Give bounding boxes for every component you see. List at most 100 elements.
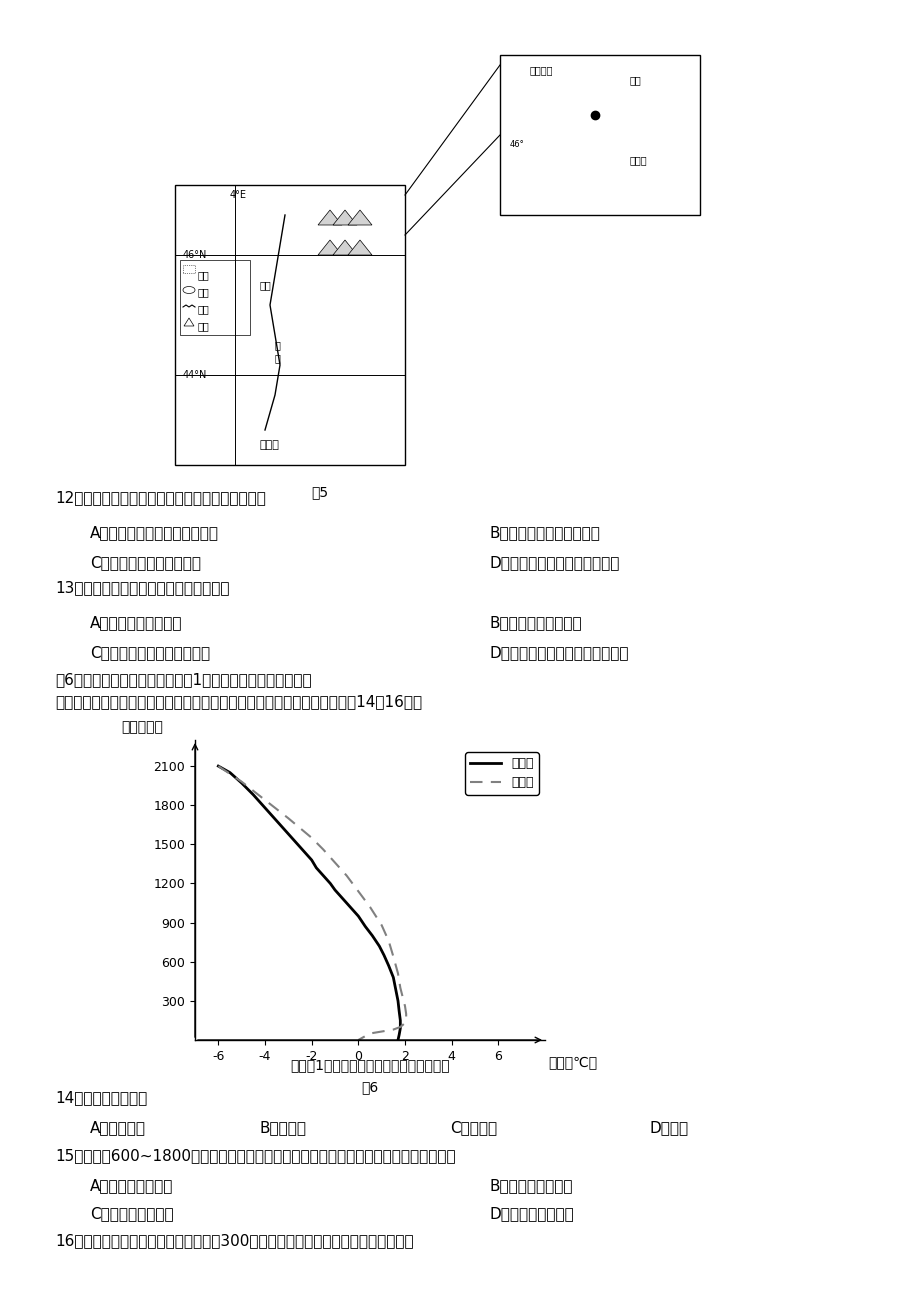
Text: 某山脉1月平均最低气温随高度变化示意图: 某山脉1月平均最低气温随高度变化示意图 — [289, 1059, 449, 1072]
Text: D．西北坡　落叶林: D．西北坡 落叶林 — [490, 1206, 574, 1221]
Text: 河流: 河流 — [198, 303, 210, 314]
Text: 罗: 罗 — [275, 340, 280, 350]
Polygon shape — [184, 318, 194, 326]
Text: A．水力资源更为丰富: A．水力资源更为丰富 — [90, 615, 182, 630]
西北坡 — [306, 829, 317, 845]
Text: B．东南坡　落叶林: B．东南坡 落叶林 — [490, 1178, 573, 1193]
西北坡 — [212, 758, 223, 773]
西北坡 — [399, 1016, 410, 1031]
Polygon shape — [333, 240, 357, 255]
东南坡 — [306, 853, 317, 868]
东南坡 — [317, 868, 328, 884]
Text: 意大利: 意大利 — [630, 155, 647, 165]
Text: C．冬季中、下游径流量增加: C．冬季中、下游径流量增加 — [90, 644, 210, 660]
西北坡 — [400, 1006, 411, 1022]
Y-axis label: 海拔（米）: 海拔（米） — [121, 720, 164, 734]
Text: 13．瑞士建造多座高海拔水库，使罗讷河: 13．瑞士建造多座高海拔水库，使罗讷河 — [55, 579, 229, 595]
Text: 讷: 讷 — [275, 353, 280, 363]
西北坡 — [394, 1019, 405, 1035]
东南坡 — [392, 993, 403, 1009]
东南坡 — [324, 876, 335, 892]
Text: C．西北坡　常绿林: C．西北坡 常绿林 — [90, 1206, 174, 1221]
Line: 西北坡: 西北坡 — [218, 766, 405, 1040]
Text: D．南岭: D．南岭 — [650, 1120, 688, 1135]
东南坡 — [294, 840, 305, 855]
西北坡 — [394, 980, 405, 996]
东南坡 — [392, 1032, 403, 1048]
西北坡 — [376, 918, 387, 934]
东南坡 — [271, 812, 282, 828]
东南坡 — [352, 909, 363, 924]
东南坡 — [212, 758, 223, 773]
Text: 12．罗讷河全流域性大洪水并不多见的主要原因是: 12．罗讷河全流域性大洪水并不多见的主要原因是 — [55, 490, 266, 505]
东南坡 — [373, 939, 384, 954]
东南坡 — [388, 970, 399, 986]
东南坡 — [390, 982, 401, 997]
东南坡 — [393, 1004, 404, 1019]
Text: 湖泊: 湖泊 — [198, 286, 210, 297]
Bar — [180, 260, 250, 335]
Text: 4°E: 4°E — [230, 190, 246, 201]
东南坡 — [382, 958, 393, 974]
西北坡 — [352, 1032, 363, 1048]
东南坡 — [393, 1027, 404, 1043]
东南坡 — [394, 1013, 405, 1029]
Text: 法　　国: 法 国 — [529, 65, 553, 76]
Text: A．大兴安岭: A．大兴安岭 — [90, 1120, 146, 1135]
西北坡 — [259, 792, 270, 807]
Polygon shape — [318, 240, 342, 255]
西北坡 — [364, 900, 375, 915]
Ellipse shape — [183, 286, 195, 293]
西北坡 — [388, 949, 399, 965]
东南坡 — [378, 948, 389, 963]
Text: C．武夷山: C．武夷山 — [449, 1120, 496, 1135]
X-axis label: 温度（℃）: 温度（℃） — [548, 1055, 597, 1069]
Text: 沼泽: 沼泽 — [198, 270, 210, 280]
Text: B．水位季节变化减小: B．水位季节变化减小 — [490, 615, 582, 630]
Text: 山脉: 山脉 — [198, 322, 210, 331]
东南坡 — [341, 896, 352, 911]
Text: C．水库的修建，调节径流: C．水库的修建，调节径流 — [90, 555, 200, 570]
Text: 图6为我国某东北－西南走向山脉1月份平均最低温度随高度的: 图6为我国某东北－西南走向山脉1月份平均最低温度随高度的 — [55, 672, 312, 687]
Text: 46°: 46° — [509, 141, 524, 148]
西北坡 — [341, 868, 352, 884]
西北坡 — [282, 810, 293, 825]
东南坡 — [367, 928, 378, 944]
Text: 14．该山脉最可能是: 14．该山脉最可能是 — [55, 1090, 147, 1105]
东南坡 — [359, 919, 370, 935]
西北坡 — [236, 773, 247, 789]
西北坡 — [382, 934, 393, 949]
Text: A．东南坡　常绿林: A．东南坡 常绿林 — [90, 1178, 173, 1193]
Bar — [183, 266, 195, 273]
Text: 图5: 图5 — [312, 486, 328, 499]
Polygon shape — [333, 210, 357, 225]
Polygon shape — [318, 210, 342, 225]
Bar — [175, 185, 404, 465]
Polygon shape — [347, 240, 371, 255]
西北坡 — [399, 999, 410, 1014]
西北坡 — [329, 855, 340, 871]
Text: 变化示意图，实线和虚线分别代表该山脉的东南坡和西北坡，据图分析回答14～16题。: 变化示意图，实线和虚线分别代表该山脉的东南坡和西北坡，据图分析回答14～16题。 — [55, 694, 422, 710]
Text: 地中海: 地中海 — [260, 440, 279, 450]
东南坡 — [329, 883, 340, 898]
东南坡 — [282, 825, 293, 841]
东南坡 — [259, 799, 270, 815]
东南坡 — [311, 861, 322, 876]
东南坡 — [236, 775, 247, 790]
Text: 瑞士: 瑞士 — [630, 76, 641, 85]
Text: 46°N: 46°N — [183, 250, 207, 260]
Polygon shape — [347, 210, 371, 225]
Text: 44°N: 44°N — [183, 370, 207, 380]
西北坡 — [392, 966, 403, 982]
Text: D．流域降水较少，年际变率小: D．流域降水较少，年际变率小 — [490, 555, 619, 570]
东南坡 — [224, 764, 235, 780]
西北坡 — [388, 1022, 399, 1038]
Legend: 东南坡, 西北坡: 东南坡, 西北坡 — [464, 753, 539, 794]
Text: 里昂: 里昂 — [260, 280, 271, 290]
西北坡 — [397, 990, 408, 1005]
Bar — [499, 55, 699, 215]
Text: B．太行山: B．太行山 — [260, 1120, 307, 1135]
Text: D．夏季河口三角洲扩展速度加快: D．夏季河口三角洲扩展速度加快 — [490, 644, 629, 660]
西北坡 — [400, 1012, 411, 1027]
Text: A．上游湖泊和沼泽的调蓄作用: A．上游湖泊和沼泽的调蓄作用 — [90, 525, 219, 540]
